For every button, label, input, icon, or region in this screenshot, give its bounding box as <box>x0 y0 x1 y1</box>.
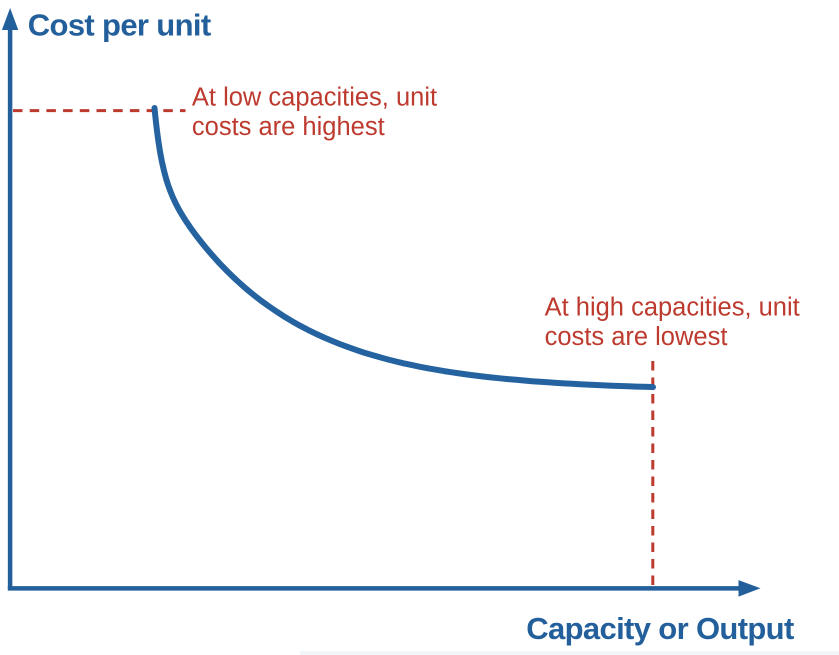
svg-text:Cost per unit: Cost per unit <box>28 8 211 43</box>
svg-text:costs are highest: costs are highest <box>192 113 385 141</box>
svg-text:costs are lowest: costs are lowest <box>545 323 728 351</box>
svg-text:At high capacities, unit: At high capacities, unit <box>545 293 800 321</box>
svg-text:At low capacities, unit: At low capacities, unit <box>192 84 437 112</box>
svg-text:Capacity or Output: Capacity or Output <box>526 611 794 646</box>
